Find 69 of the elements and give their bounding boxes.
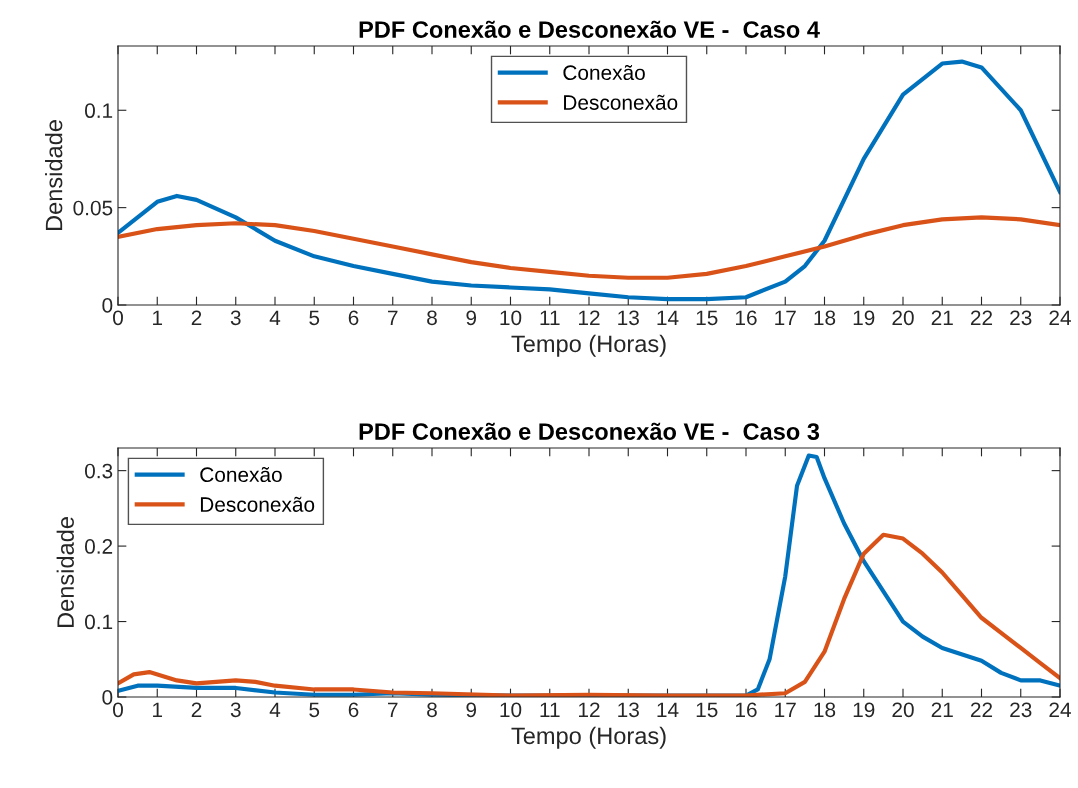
chart-title: PDF Conexão e Desconexão VE - Caso 4 [359,20,820,38]
y-tick-label: 0.1 [84,614,113,630]
x-tick-label: 19 [853,310,875,326]
x-tick-label: 16 [736,310,757,326]
x-tick-label: 5 [309,310,320,326]
x-tick-label: 9 [466,702,477,718]
x-tick-label: 19 [853,702,875,718]
y-tick-label: 0 [102,690,113,705]
x-tick-label: 4 [269,310,281,325]
x-tick-label: 5 [309,702,320,718]
x-tick-label: 13 [618,310,639,326]
x-axis-title: Tempo (Horas) [511,334,666,357]
y-tick-label: 0.3 [84,463,113,479]
x-tick-label: 7 [388,702,398,717]
y-axis-title: Densidade [45,120,63,230]
x-tick-label: 21 [931,702,953,717]
x-tick-label: 2 [191,702,202,717]
x-tick-label: 14 [657,702,679,717]
x-tick-label: 12 [579,702,600,717]
x-tick-label: 6 [348,310,359,326]
x-tick-label: 13 [618,702,639,718]
x-axis-title: Tempo (Horas) [511,726,666,749]
x-tick-label: 22 [970,310,993,325]
x-tick-label: 20 [892,310,914,326]
x-tick-label: 8 [427,702,437,718]
x-tick-label: 17 [775,310,796,325]
x-tick-label: 3 [230,310,241,326]
y-tick-label: 0.2 [84,539,113,554]
legend-label: Desconexão [200,496,315,512]
x-tick-label: 0 [113,702,123,718]
x-tick-label: 4 [269,702,281,717]
x-tick-label: 24 [1049,310,1071,325]
x-tick-label: 14 [657,310,679,325]
x-tick-label: 11 [540,702,560,717]
x-tick-label: 11 [540,310,560,325]
x-tick-label: 9 [466,310,477,326]
x-tick-label: 2 [191,310,202,325]
x-tick-label: 18 [814,702,836,718]
y-tick-label: 0.1 [84,103,113,119]
y-tick-label: 0 [102,298,113,313]
x-tick-label: 1 [153,702,163,717]
x-tick-label: 17 [775,702,796,717]
x-tick-label: 10 [500,310,522,326]
x-tick-label: 8 [427,310,437,326]
line-series [118,59,1060,302]
x-tick-label: 24 [1049,702,1071,717]
x-tick-label: 23 [1010,702,1032,718]
y-tick-label: 0.05 [73,200,113,216]
x-tick-label: 20 [892,702,914,718]
legend-label: Desconexão [564,94,678,110]
y-axis-title: Densidade [56,517,74,627]
x-tick-label: 12 [579,310,600,325]
x-tick-label: 15 [696,702,718,718]
x-tick-label: 18 [814,310,836,326]
x-tick-label: 23 [1010,310,1032,326]
legend-label: Conexão [200,466,282,483]
x-tick-label: 7 [388,310,398,325]
x-tick-label: 1 [153,310,163,325]
x-tick-label: 0 [113,310,123,326]
x-tick-label: 22 [970,702,993,717]
x-tick-label: 16 [736,702,757,718]
x-tick-label: 3 [230,702,241,718]
x-tick-label: 15 [696,310,718,326]
x-tick-label: 6 [348,702,359,718]
x-tick-label: 21 [931,310,953,325]
line-series [118,215,1060,280]
legend-label: Conexão [563,64,645,81]
chart-title: PDF Conexão e Desconexão VE - Caso 3 [359,422,820,440]
x-tick-label: 10 [500,702,522,718]
